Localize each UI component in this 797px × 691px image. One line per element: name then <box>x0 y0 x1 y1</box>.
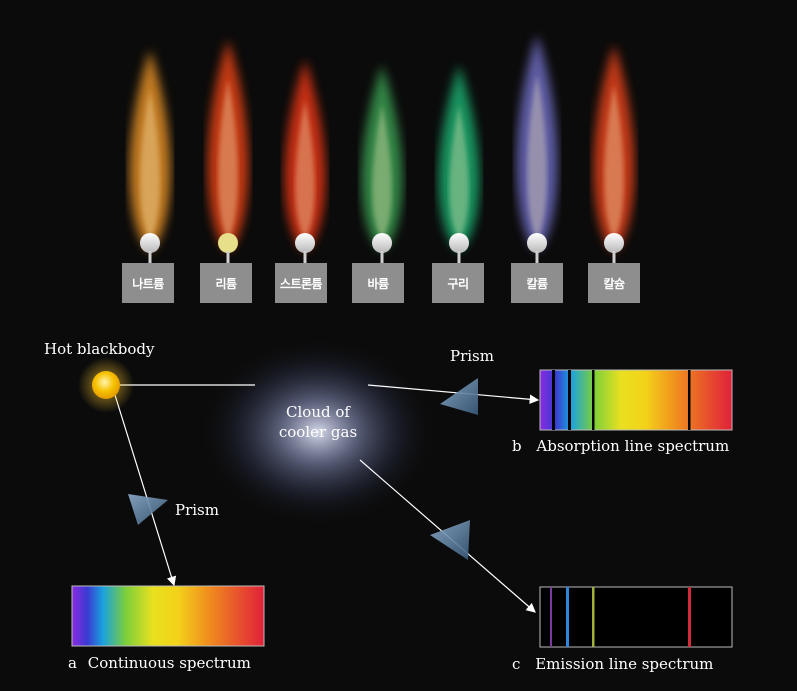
sample-bead <box>527 233 547 253</box>
prism-top <box>440 378 478 415</box>
light-ray-to-continuous <box>114 394 177 587</box>
prism-label-left: Prism <box>175 501 219 519</box>
emission-spectrum <box>539 586 733 648</box>
wire-stem <box>303 251 307 263</box>
absorption-line <box>568 370 571 430</box>
flame <box>284 60 326 263</box>
flame-tests <box>129 35 635 263</box>
flame-label-sodium: 나트륨 <box>122 263 174 303</box>
prism-bottom <box>430 520 470 560</box>
wire-stem <box>380 251 384 263</box>
sample-bead <box>604 233 624 253</box>
gas-cloud <box>198 337 438 527</box>
flame-core <box>372 105 392 238</box>
emission-line <box>592 587 595 647</box>
flame-label-strontium: 스트론튬 <box>275 263 327 303</box>
flame-label-barium: 바륨 <box>352 263 404 303</box>
flame <box>438 65 480 263</box>
absorption-spectrum <box>539 369 733 431</box>
gas-cloud-label-line2: cooler gas <box>278 423 358 441</box>
emission-line <box>550 587 552 647</box>
flame <box>361 65 403 263</box>
flame <box>129 50 171 263</box>
absorption-line <box>688 370 691 430</box>
wire-stem <box>148 251 152 263</box>
flame-label-lithium: 리튬 <box>200 263 252 303</box>
absorption-spectrum-caption: b Absorption line spectrum <box>512 437 729 455</box>
flame-label-copper: 구리 <box>432 263 484 303</box>
emission-line <box>566 587 569 647</box>
emission-spectrum-caption: c Emission line spectrum <box>512 655 713 673</box>
caption-letter-c: c <box>512 655 521 673</box>
sample-bead <box>140 233 160 253</box>
continuous-spectrum-label: Continuous spectrum <box>87 654 251 672</box>
flame-core <box>604 85 624 238</box>
flame-core <box>295 100 315 238</box>
flame <box>593 45 635 263</box>
flame-label-calcium: 칼슘 <box>588 263 640 303</box>
wire-stem <box>612 251 616 263</box>
prism-label-top: Prism <box>450 347 494 365</box>
flame-core <box>140 90 160 238</box>
hot-blackbody-sun <box>92 371 120 399</box>
emission-spectrum-label: Emission line spectrum <box>535 655 714 673</box>
flame-core <box>527 75 547 238</box>
continuous-spectrum-caption: a Continuous spectrum <box>68 654 251 672</box>
caption-letter-a: a <box>68 654 77 672</box>
gas-cloud-label-line1: Cloud of <box>286 403 350 421</box>
continuous-spectrum <box>71 585 265 647</box>
flame-core <box>449 105 469 238</box>
sample-bead <box>449 233 469 253</box>
caption-letter-b: b <box>512 437 522 455</box>
absorption-line <box>552 370 555 430</box>
flame <box>207 40 249 263</box>
flame-core <box>218 80 238 238</box>
emission-line <box>688 587 691 647</box>
flame-label-potassium: 칼륨 <box>511 263 563 303</box>
absorption-line <box>592 370 595 430</box>
prism-left <box>128 494 168 525</box>
light-ray-to-absorption <box>367 384 540 405</box>
absorption-spectrum-label: Absorption line spectrum <box>536 437 730 455</box>
gas-cloud-label: Cloud of cooler gas <box>268 402 368 442</box>
wire-stem <box>457 251 461 263</box>
hot-blackbody-label: Hot blackbody <box>44 340 155 358</box>
sample-bead <box>295 233 315 253</box>
sample-bead <box>372 233 392 253</box>
flame <box>516 35 558 263</box>
wire-stem <box>226 251 230 263</box>
wire-stem <box>535 251 539 263</box>
sample-bead <box>218 233 238 253</box>
